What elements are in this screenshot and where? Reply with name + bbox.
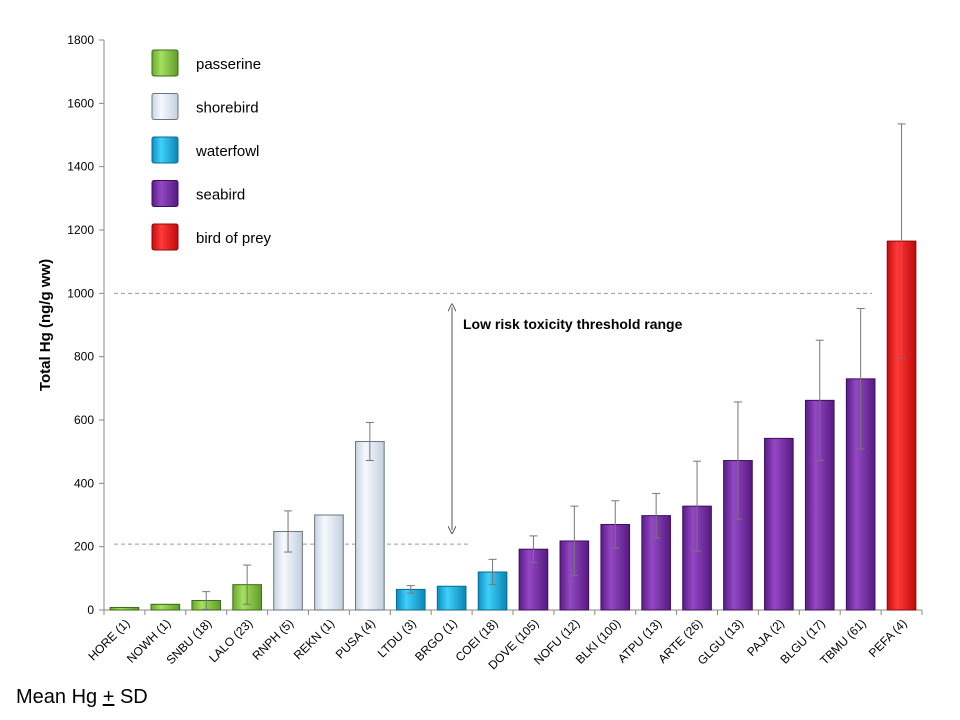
x-tick-label: BLKI (100) xyxy=(573,616,623,666)
x-tick-label: PUSA (4) xyxy=(333,616,378,661)
y-tick-label: 400 xyxy=(74,476,94,490)
y-tick-label: 200 xyxy=(74,540,94,554)
legend-label-seabird: seabird xyxy=(196,187,245,204)
footer-plus-symbol: + xyxy=(102,686,115,708)
category-labels: HORE (1)NOWH (1)SNBU (18)LALO (23)RNPH (… xyxy=(85,616,909,672)
y-tick-label: 1200 xyxy=(67,223,94,237)
footer-caption: Mean Hg + SD xyxy=(16,686,148,709)
footer-prefix: Mean Hg xyxy=(16,686,103,708)
y-tick-label: 0 xyxy=(87,603,94,617)
y-tick-label: 1400 xyxy=(67,160,94,174)
bar-brgo-1 xyxy=(436,585,467,611)
legend-swatch-passerine xyxy=(151,49,179,77)
y-tick-label: 1000 xyxy=(67,286,94,300)
bar-paja-2 xyxy=(764,437,794,611)
y-axis-label: Total Hg (ng/g ww) xyxy=(37,259,54,391)
threshold-range-label: Low risk toxicity threshold range xyxy=(463,316,683,332)
legend-swatch-bird-of-prey xyxy=(151,223,179,251)
bar-glgu-13 xyxy=(723,460,753,611)
bar-rekn-1 xyxy=(314,514,344,611)
x-tick-label: PEFA (4) xyxy=(866,616,910,660)
bar-pefa-4 xyxy=(886,240,917,611)
legend: passerine shorebird waterfowl seabird bird o… xyxy=(151,49,272,251)
bar-nowh-1 xyxy=(150,603,181,611)
x-tick-label: LALO (23) xyxy=(206,616,255,665)
bar-pusa-4 xyxy=(355,441,385,611)
y-tick-label: 800 xyxy=(74,350,94,364)
y-tick-label: 1600 xyxy=(67,96,94,110)
legend-swatch-seabird xyxy=(151,180,179,207)
bars xyxy=(109,240,917,611)
legend-label-shorebird: shorebird xyxy=(196,100,259,117)
axes: 0 200 400 600 800 1000 1200 1400 1600 1800 Total H… xyxy=(37,33,923,617)
error-bars xyxy=(202,123,906,610)
legend-label-passerine: passerine xyxy=(196,56,261,73)
legend-swatch-shorebird xyxy=(151,93,179,120)
legend-label-waterfowl: waterfowl xyxy=(195,143,259,160)
legend-swatch-waterfowl xyxy=(151,136,179,164)
y-tick-label: 1800 xyxy=(67,33,94,47)
y-tick-label: 600 xyxy=(74,413,94,427)
x-tick-label: RNPH (5) xyxy=(249,616,296,663)
footer-suffix: SD xyxy=(114,686,148,708)
bar-hore-1 xyxy=(109,606,140,611)
annotations: Low risk toxicity threshold range xyxy=(452,307,683,530)
legend-label-bird-of-prey: bird of prey xyxy=(196,230,272,247)
x-tick-label: BRGO (1) xyxy=(412,616,460,664)
x-tick-label: REKN (1) xyxy=(291,616,337,662)
